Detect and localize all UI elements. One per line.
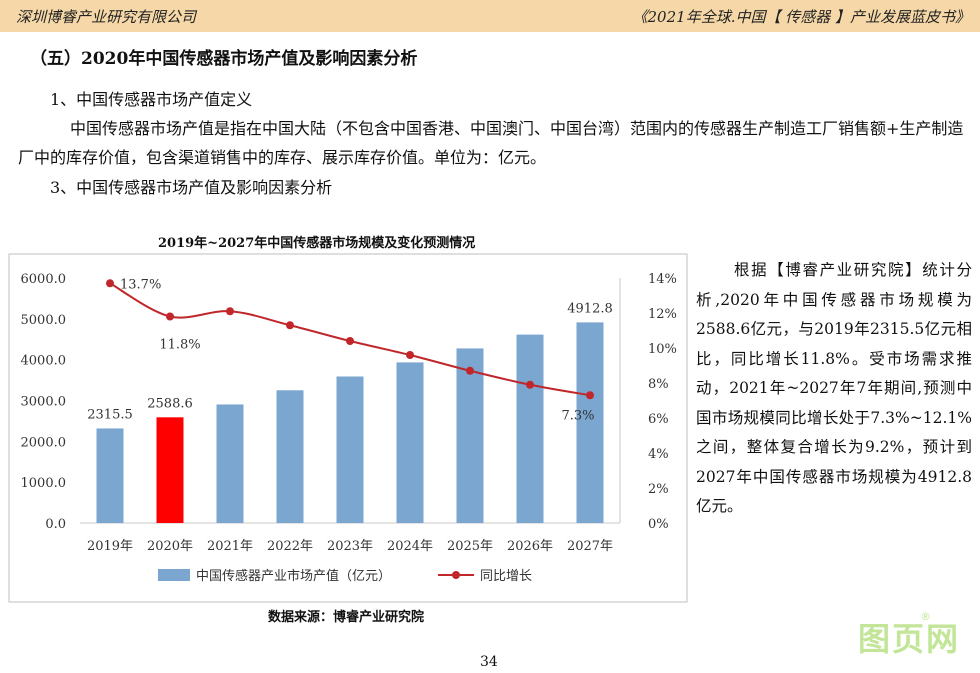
bar-2022年 [276, 390, 304, 523]
header-company: 深圳博睿产业研究有限公司 [16, 8, 197, 26]
x-axis-tick-label: 2019年 [87, 539, 133, 554]
right-axis-tick-label: 8% [648, 377, 669, 392]
page-number: 34 [480, 654, 498, 670]
left-axis-tick-label: 4000.0 [21, 354, 67, 369]
bar-2023年 [336, 376, 364, 523]
legend-swatch-bar [158, 569, 190, 581]
bar-2021年 [216, 404, 244, 523]
bar-2027年 [576, 322, 604, 523]
chart-title: 2019年~2027年中国传感器市场规模及变化预测情况 [158, 236, 476, 251]
x-axis-tick-label: 2025年 [447, 539, 493, 554]
definition-paragraph: 中国传感器市场产值是指在中国大陆（不包含中国香港、中国澳门、中国台湾）范围内的传… [18, 119, 964, 167]
left-axis-tick-label: 1000.0 [21, 476, 67, 491]
bar-data-label: 2315.5 [87, 407, 133, 422]
growth-point-2020年 [166, 312, 174, 321]
right-axis-tick-label: 14% [648, 272, 677, 287]
right-axis-tick-label: 10% [648, 342, 677, 357]
x-axis-tick-label: 2023年 [327, 539, 373, 554]
left-axis-tick-label: 3000.0 [21, 395, 67, 410]
data-source: 数据来源：博睿产业研究院 [268, 610, 425, 625]
x-axis-tick-label: 2026年 [507, 539, 553, 554]
bar-2025年 [456, 348, 484, 523]
header-bar [0, 0, 980, 32]
bar-data-label: 2588.6 [147, 396, 193, 411]
bar-2026年 [516, 334, 544, 523]
right-axis-tick-label: 6% [648, 412, 669, 427]
legend-swatch-dot [452, 571, 460, 579]
right-axis-tick-label: 12% [648, 307, 677, 322]
x-axis-tick-label: 2021年 [207, 539, 253, 554]
left-axis-tick-label: 6000.0 [21, 272, 67, 287]
header-report-title: 《2021年全球.中国【 传感器 】产业发展蓝皮书》 [632, 8, 970, 26]
growth-point-2023年 [346, 337, 354, 345]
subheading-analysis: 3、中国传感器市场产值及影响因素分析 [50, 178, 333, 197]
analysis-paragraph: 根据【博睿产业研究院】统计分析,2020年中国传感器市场规模为2588.6亿元，… [696, 261, 972, 515]
registered-mark: ® [920, 610, 931, 623]
x-axis-tick-label: 2022年 [267, 539, 313, 554]
subheading-definition: 1、中国传感器市场产值定义 [50, 90, 253, 109]
section-title: （五）2020年中国传感器市场产值及影响因素分析 [30, 49, 418, 69]
line-data-label: 7.3% [561, 408, 594, 423]
growth-point-2027年 [586, 391, 594, 400]
growth-point-2026年 [526, 380, 534, 389]
growth-point-2022年 [286, 321, 294, 330]
left-axis-tick-label: 0.0 [45, 517, 66, 532]
line-data-label: 11.8% [159, 338, 200, 353]
right-axis-tick-label: 2% [648, 482, 669, 497]
left-axis-tick-label: 2000.0 [21, 435, 67, 450]
growth-point-2019年 [106, 279, 114, 288]
x-axis-tick-label: 2027年 [567, 539, 613, 554]
watermark-logo: 图页网 [858, 620, 961, 658]
growth-point-2024年 [406, 351, 414, 359]
right-axis-tick-label: 4% [648, 447, 669, 462]
bar-data-label: 4912.8 [567, 301, 613, 316]
right-axis-tick-label: 0% [648, 517, 669, 532]
bar-2024年 [396, 362, 424, 523]
growth-point-2021年 [226, 307, 234, 316]
bar-2019年 [96, 428, 124, 523]
growth-point-2025年 [466, 366, 474, 375]
legend-label-bar: 中国传感器产业市场产值（亿元） [196, 568, 391, 584]
market-size-chart: 0.0 1000.0 2000.0 3000.0 4000.0 5000.0 6000.0 0… [8, 253, 688, 603]
bar-2020年 [156, 417, 184, 523]
line-data-label: 13.7% [120, 277, 161, 292]
legend-label-line: 同比增长 [480, 569, 532, 584]
x-axis-tick-label: 2020年 [147, 539, 193, 554]
left-axis-tick-label: 5000.0 [21, 313, 67, 328]
x-axis-tick-label: 2024年 [387, 539, 433, 554]
